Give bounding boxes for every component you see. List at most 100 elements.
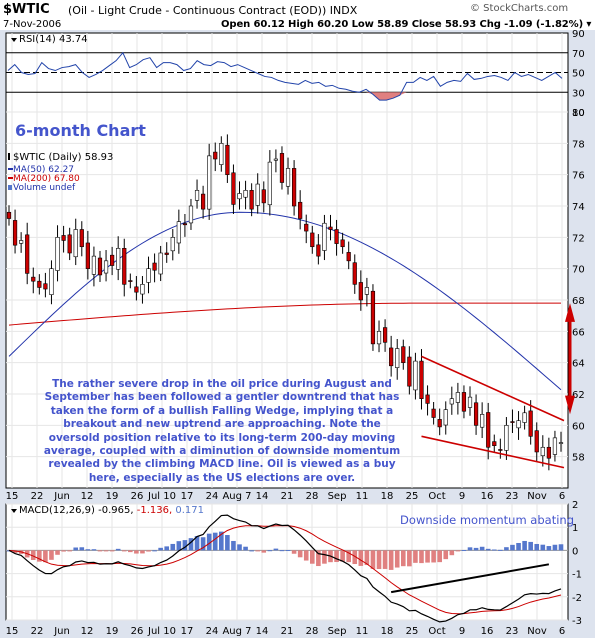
macd-histogram-bar	[346, 550, 351, 563]
macd-histogram-bar	[522, 540, 527, 551]
macd-histogram-bar	[170, 543, 176, 551]
candle-body	[237, 193, 242, 200]
macd-histogram-bar	[43, 550, 48, 563]
rsi-axis-label: 50	[572, 69, 585, 80]
macd-histogram-bar	[340, 550, 345, 562]
volume-legend-marker	[8, 185, 12, 190]
macd-histogram-bar	[37, 550, 42, 562]
x-axis-lower-tick-label: 25	[406, 626, 419, 637]
x-axis-upper-tick-label: 14	[256, 491, 269, 502]
rsi-line	[7, 51, 563, 101]
candle-body	[389, 347, 394, 367]
gap-arrow-head-up	[565, 303, 575, 322]
macd-histogram-bar	[388, 550, 394, 570]
macd-histogram-bar	[455, 550, 461, 552]
macd-histogram-bar	[528, 541, 533, 551]
macd-line	[8, 514, 562, 623]
candle-body	[455, 392, 460, 403]
x-axis-upper-tick-label: 6	[559, 491, 565, 502]
macd-histogram-bar	[558, 544, 564, 551]
macd-histogram-bar	[303, 550, 309, 561]
macd-histogram-bar	[225, 535, 230, 551]
candle-body	[255, 183, 260, 206]
macd-histogram-bar	[297, 550, 303, 558]
macd-histogram-bar	[534, 543, 540, 551]
macd-histogram-bar	[103, 550, 109, 552]
candle-body	[134, 286, 139, 293]
candle-body	[431, 408, 436, 418]
candle-body	[510, 421, 515, 423]
candle-body	[110, 254, 115, 266]
candle-body	[79, 229, 84, 248]
candle-body	[37, 280, 42, 288]
candle-body	[164, 252, 169, 255]
x-axis-upper-tick-label: 23	[506, 491, 519, 502]
macd-histogram-bar	[407, 550, 412, 567]
candle-body	[498, 449, 503, 451]
x-axis-lower-tick-label: 21	[281, 626, 294, 637]
macd-histogram-bar	[55, 550, 60, 555]
candle-body	[534, 430, 539, 453]
candle-body	[25, 234, 30, 274]
x-axis-lower-tick-label: 23	[506, 626, 519, 637]
candle-body	[370, 290, 376, 345]
macd-histogram-bar	[85, 549, 91, 551]
macd-legend-value: MACD(12,26,9) -0.965,	[19, 505, 137, 516]
candle-body	[310, 232, 315, 248]
macd-histogram-bar	[370, 550, 376, 569]
candle-body	[425, 394, 430, 404]
x-axis-upper-tick-label: Nov	[527, 491, 547, 502]
candle-body	[419, 360, 424, 400]
macd-axis-label: -2	[572, 593, 582, 604]
macd-histogram-bar	[491, 549, 497, 551]
macd-histogram-bar	[449, 550, 455, 556]
macd-histogram-bar	[237, 544, 242, 551]
macd-histogram-bar	[461, 550, 467, 552]
macd-histogram-bar	[152, 550, 157, 552]
candle-body	[140, 284, 145, 295]
x-axis-lower-tick-label: 12	[81, 626, 94, 637]
candle-body	[316, 244, 321, 257]
x-axis-lower-tick-label: 19	[106, 626, 119, 637]
macd-histogram-bar	[115, 548, 121, 551]
candle-body	[267, 161, 272, 206]
macd-histogram-bar	[316, 550, 321, 567]
symbol-label: $WTIC	[3, 2, 50, 17]
macd-histogram-bar	[73, 547, 79, 551]
candle-body	[194, 190, 200, 201]
candle-body	[340, 239, 345, 248]
candle-body	[225, 144, 230, 175]
candle-body	[540, 446, 545, 457]
panel-title: 6-month Chart	[15, 121, 146, 140]
x-axis-upper-tick-label: 26	[131, 491, 144, 502]
rsi-oversold-fill	[366, 92, 407, 101]
x-axis-lower-tick-label: Nov	[527, 626, 547, 637]
macd-histogram-bar	[419, 550, 424, 564]
macd-histogram-bar	[334, 550, 339, 563]
candle-body	[437, 419, 442, 428]
candle-body	[291, 168, 297, 207]
candle-body	[152, 262, 157, 271]
candle-body	[122, 248, 127, 285]
rsi-legend-marker	[11, 38, 17, 42]
ma200-line	[8, 302, 561, 326]
macd-histogram-bar	[473, 547, 479, 551]
macd-histogram-bar	[146, 550, 151, 552]
macd-histogram-bar	[182, 540, 188, 551]
macd-histogram-bar	[376, 550, 382, 570]
candle-body	[231, 172, 236, 205]
macd-histogram-bar	[231, 540, 236, 551]
candle-body	[358, 282, 363, 301]
candle-body	[279, 153, 285, 183]
candle-body	[128, 280, 133, 282]
candle-body	[382, 327, 388, 343]
x-axis-upper-tick-label: Aug 7	[222, 491, 251, 502]
watermark: © StockCharts.com	[470, 3, 569, 14]
ohlc-readout: Open 60.12 High 60.20 Low 58.89 Close 58…	[221, 19, 592, 30]
macd-histogram-bar	[91, 549, 97, 551]
price-axis-label: 62	[572, 390, 585, 401]
macd-histogram-bar	[437, 550, 442, 563]
x-axis-lower-tick-label: Oct	[428, 626, 445, 637]
macd-histogram-bar	[219, 531, 224, 551]
x-axis-lower-tick-label: 17	[181, 626, 194, 637]
